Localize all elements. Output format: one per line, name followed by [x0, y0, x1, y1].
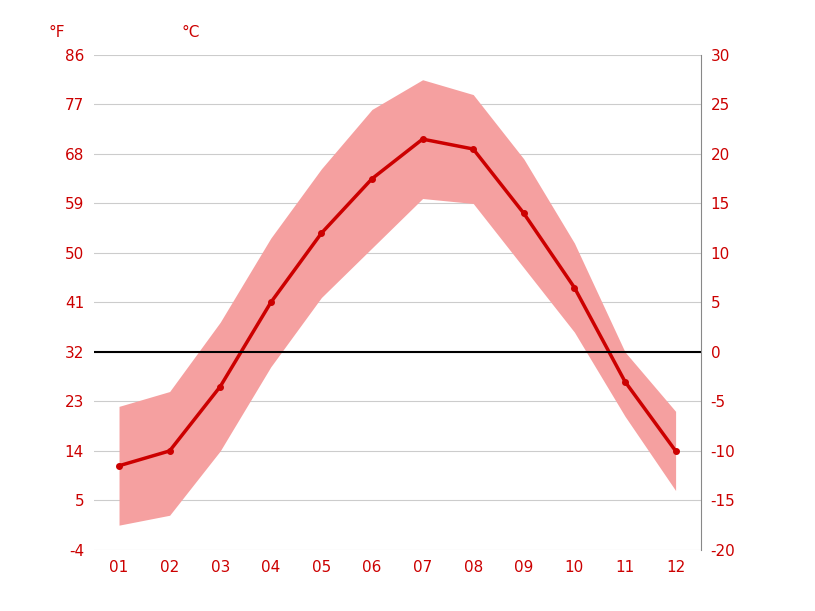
- Text: °C: °C: [182, 25, 200, 40]
- Text: °F: °F: [48, 25, 64, 40]
